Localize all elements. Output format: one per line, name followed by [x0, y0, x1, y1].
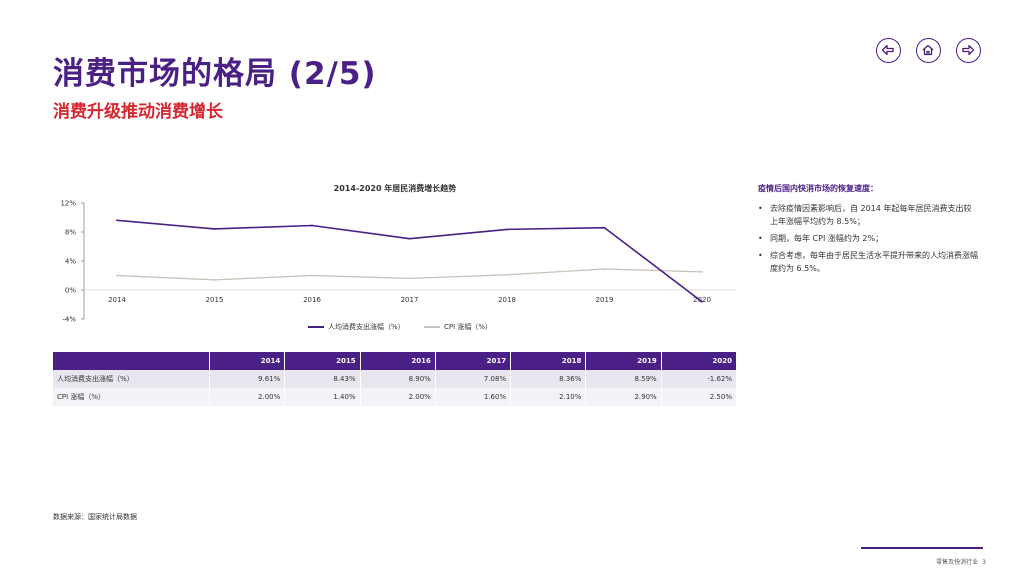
- series-line-consumption: [116, 219, 703, 303]
- legend-item-cpi: CPI 涨幅（%）: [424, 322, 492, 332]
- table-cell: 1.40%: [284, 388, 361, 406]
- x-tick-label: 2014: [108, 296, 126, 304]
- table-cell: 8.59%: [585, 370, 662, 388]
- legend-item-consumption: 人均消费支出涨幅（%）: [308, 322, 405, 332]
- table-cell: CPI 涨幅（%）: [53, 388, 210, 406]
- x-tick-label: 2015: [206, 296, 224, 304]
- table-cell: 7.08%: [435, 370, 512, 388]
- page-title: 消费市场的格局 (2/5): [53, 56, 377, 92]
- forward-button[interactable]: [956, 38, 981, 63]
- legend-label: CPI 涨幅（%）: [444, 323, 493, 331]
- data-point: [603, 268, 606, 270]
- x-tick-label: 2017: [401, 296, 419, 304]
- chart-title: 2014-2020 年居民消费增长趋势: [333, 184, 457, 193]
- table-cell: 2.00%: [209, 388, 286, 406]
- page-number: 3: [982, 559, 986, 566]
- data-point: [311, 224, 313, 227]
- home-button[interactable]: [916, 38, 941, 63]
- table-cell: 人均消费支出涨幅（%）: [53, 370, 210, 388]
- side-heading: 疫情后国内快消市场的恢复速度：: [758, 184, 878, 193]
- data-point: [701, 300, 703, 303]
- y-tick-label: 8%: [65, 229, 76, 237]
- data-point: [408, 237, 411, 240]
- y-tick-label: 4%: [65, 258, 76, 266]
- side-panel: 疫情后国内快消市场的恢复速度： 去除疫情因素影响后，自 2014 年起每年居民消…: [758, 183, 978, 279]
- table-cell: 2.50%: [661, 388, 738, 406]
- x-tick-label: 2020: [693, 296, 711, 304]
- data-source-note: 数据来源：国家统计局数据: [53, 513, 137, 521]
- y-tick-label: -4%: [62, 316, 76, 324]
- data-point: [408, 277, 411, 280]
- table-header-cell: 2015: [284, 352, 361, 370]
- back-button[interactable]: [876, 38, 901, 63]
- table-cell: 8.43%: [284, 370, 361, 388]
- table-cell: 2.10%: [510, 388, 587, 406]
- home-icon: [922, 44, 934, 56]
- table-header-cell: 2018: [510, 352, 587, 370]
- table-cell: -1.62%: [661, 370, 738, 388]
- x-tick-label: 2016: [303, 296, 321, 304]
- table-cell: 2.90%: [585, 388, 662, 406]
- data-point: [116, 274, 118, 277]
- legend-label: 人均消费支出涨幅（%）: [328, 323, 405, 331]
- y-tick-label: 12%: [60, 200, 76, 208]
- table-cell: 8.90%: [360, 370, 436, 388]
- table-header-cell: 2019: [585, 352, 662, 370]
- x-tick-label: 2019: [596, 296, 614, 304]
- data-point: [213, 227, 216, 230]
- side-bullet: 同期，每年 CPI 涨幅约为 2%；: [758, 232, 978, 245]
- arrow-left-icon: [881, 44, 894, 56]
- table-header-cell: [53, 352, 210, 370]
- footer-label: 零售及快消行业: [936, 559, 979, 566]
- arrow-right-icon: [962, 44, 975, 56]
- side-bullet-list: 去除疫情因素影响后，自 2014 年起每年居民消费支出较上年涨幅平均约为 8.5…: [758, 202, 978, 275]
- data-point: [701, 270, 703, 273]
- y-tick-label: 0%: [65, 287, 76, 295]
- table-header-cell: 2017: [435, 352, 512, 370]
- footer-rule: [861, 547, 983, 549]
- table-header-cell: 2014: [209, 352, 286, 370]
- table-cell: 9.61%: [209, 370, 286, 388]
- table-header-row: 2014 2015 2016 2017 2018 2019 2020: [53, 352, 738, 370]
- footer: 零售及快消行业 3: [920, 557, 986, 566]
- data-point: [506, 228, 508, 231]
- table-header-cell: 2020: [661, 352, 738, 370]
- data-point: [603, 226, 606, 229]
- x-tick-label: 2018: [498, 296, 516, 304]
- table-header-cell: 2016: [360, 352, 436, 370]
- data-point: [506, 273, 508, 276]
- data-point: [213, 278, 216, 281]
- table-cell: 1.60%: [435, 388, 512, 406]
- data-table: 2014 2015 2016 2017 2018 2019 2020 人均消费支…: [53, 352, 738, 406]
- table-cell: 2.00%: [360, 388, 436, 406]
- legend-swatch-cpi: [424, 326, 440, 328]
- table-cell: 8.36%: [510, 370, 587, 388]
- data-point: [116, 219, 118, 222]
- side-bullet: 去除疫情因素影响后，自 2014 年起每年居民消费支出较上年涨幅平均约为 8.5…: [758, 202, 978, 228]
- table-row: 人均消费支出涨幅（%） 9.61% 8.43% 8.90% 7.08% 8.36…: [53, 370, 738, 388]
- table-row: CPI 涨幅（%） 2.00% 1.40% 2.00% 1.60% 2.10% …: [53, 388, 738, 406]
- data-point: [311, 274, 313, 277]
- legend-swatch-consumption: [308, 326, 324, 328]
- side-bullet: 综合考虑，每年由于居民生活水平提升带来的人均消费涨幅度约为 6.5%。: [758, 249, 978, 275]
- page-subtitle: 消费升级推动消费增长: [53, 102, 223, 122]
